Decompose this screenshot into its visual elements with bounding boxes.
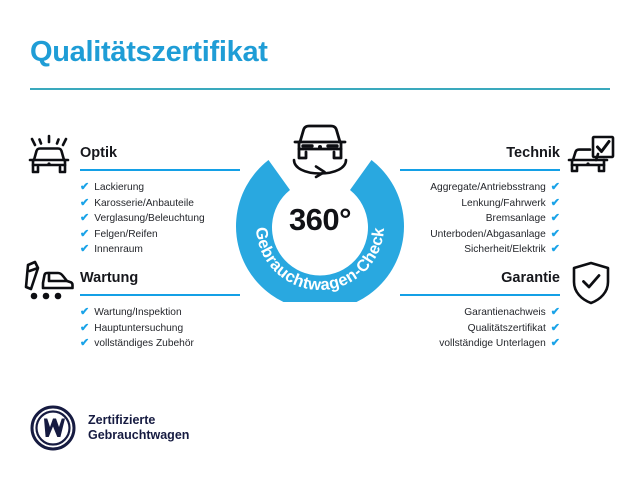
car-checkbox-icon — [566, 134, 616, 183]
list-item: Bremsanlage ✔ — [400, 211, 560, 227]
check-icon: ✔ — [80, 196, 90, 209]
section-technik: Technik Aggregate/Antriebsstrang ✔ Lenkun… — [400, 143, 560, 258]
section-wartung-list: ✔ Wartung/Inspektion ✔ Hauptuntersuchung ✔… — [80, 305, 240, 352]
check-icon: ✔ — [550, 321, 560, 334]
list-item: ✔ Felgen/Reifen — [80, 227, 240, 243]
section-optik: Optik ✔ Lackierung ✔ Karosserie/Anbauteile… — [80, 143, 240, 258]
list-item-label: vollständige Unterlagen — [439, 338, 546, 349]
shield-check-icon — [570, 260, 612, 311]
list-item-label: Garantienachweis — [464, 307, 546, 318]
list-item-label: Bremsanlage — [485, 213, 546, 224]
list-item-label: Karosserie/Anbauteile — [94, 197, 194, 209]
check-icon: ✔ — [550, 243, 560, 255]
section-technik-title: Technik — [506, 145, 560, 161]
section-optik-header: Optik — [80, 143, 240, 173]
list-item: ✔ Innenraum — [80, 242, 240, 258]
check-icon: ✔ — [550, 337, 560, 349]
check-icon: ✔ — [80, 227, 90, 240]
list-item: Qualitätszertifikat ✔ — [400, 321, 560, 337]
list-item: vollständige Unterlagen ✔ — [400, 336, 560, 352]
check-icon: ✔ — [80, 181, 90, 193]
list-item: ✔ Wartung/Inspektion — [80, 305, 240, 321]
list-item-label: Qualitätszertifikat — [467, 322, 546, 334]
section-wartung-title: Wartung — [80, 270, 139, 286]
section-technik-underline — [400, 169, 560, 171]
check-icon: ✔ — [80, 212, 90, 224]
check-icon: ✔ — [80, 243, 90, 255]
list-item: ✔ Verglasung/Beleuchtung — [80, 211, 240, 227]
check-icon: ✔ — [550, 227, 560, 240]
title-divider — [30, 88, 610, 90]
vw-brand-block: Zertifizierte Gebrauchtwagen — [30, 405, 189, 451]
list-item: Aggregate/Antriebsstrang ✔ — [400, 180, 560, 196]
list-item: ✔ vollständiges Zubehör — [80, 336, 240, 352]
list-item-label: Unterboden/Abgasanlage — [430, 228, 546, 240]
section-wartung-underline — [80, 294, 240, 296]
list-item: Sicherheit/Elektrik ✔ — [400, 242, 560, 258]
list-item: Garantienachweis ✔ — [400, 305, 560, 321]
section-optik-title: Optik — [80, 145, 118, 161]
vw-brand-line1: Zertifizierte — [88, 412, 156, 427]
car-rotate-icon — [272, 116, 368, 193]
check-icon: ✔ — [550, 212, 560, 224]
list-item: Lenkung/Fahrwerk ✔ — [400, 196, 560, 212]
vw-logo — [30, 405, 76, 451]
list-item-label: Aggregate/Antriebsstrang — [430, 182, 546, 193]
car-shine-icon — [24, 134, 74, 183]
list-item-label: Hauptuntersuchung — [94, 322, 184, 334]
list-item: Unterboden/Abgasanlage ✔ — [400, 227, 560, 243]
section-wartung: Wartung ✔ Wartung/Inspektion ✔ Hauptunters… — [80, 268, 240, 352]
car-lift-wrench-icon — [22, 259, 76, 310]
badge-ring: Gebrauchtwagen-Check — [236, 160, 404, 302]
check-icon: ✔ — [80, 306, 90, 318]
section-garantie-underline — [400, 294, 560, 296]
list-item-label: Sicherheit/Elektrik — [464, 244, 546, 255]
check-icon: ✔ — [550, 181, 560, 193]
list-item-label: Wartung/Inspektion — [94, 307, 182, 318]
vw-brand-text: Zertifizierte Gebrauchtwagen — [88, 413, 189, 444]
list-item-label: Lenkung/Fahrwerk — [461, 197, 546, 209]
check-icon: ✔ — [550, 306, 560, 318]
list-item-label: vollständiges Zubehör — [94, 338, 194, 349]
check-icon: ✔ — [80, 337, 90, 349]
list-item: ✔ Hauptuntersuchung — [80, 321, 240, 337]
section-garantie: Garantie Garantienachweis ✔ Qualitätszert… — [400, 268, 560, 352]
section-technik-header: Technik — [400, 143, 560, 173]
section-garantie-title: Garantie — [501, 270, 560, 286]
section-optik-list: ✔ Lackierung ✔ Karosserie/Anbauteile ✔ Verg… — [80, 180, 240, 258]
list-item-label: Verglasung/Beleuchtung — [94, 213, 205, 224]
list-item-label: Lackierung — [94, 182, 145, 193]
list-item: ✔ Lackierung — [80, 180, 240, 196]
page-title: Qualitätszertifikat — [30, 36, 268, 68]
section-technik-list: Aggregate/Antriebsstrang ✔ Lenkung/Fahrwe… — [400, 180, 560, 258]
list-item-label: Innenraum — [94, 244, 143, 255]
check-icon: ✔ — [550, 196, 560, 209]
section-optik-underline — [80, 169, 240, 171]
section-garantie-header: Garantie — [400, 268, 560, 298]
section-garantie-list: Garantienachweis ✔ Qualitätszertifikat ✔ v… — [400, 305, 560, 352]
badge-360: Gebrauchtwagen-Check 360° — [232, 124, 408, 302]
vw-brand-line2: Gebrauchtwagen — [88, 428, 190, 442]
check-icon: ✔ — [80, 321, 90, 334]
list-item-label: Felgen/Reifen — [94, 228, 158, 240]
list-item: ✔ Karosserie/Anbauteile — [80, 196, 240, 212]
badge-degrees: 360° — [288, 202, 352, 237]
section-wartung-header: Wartung — [80, 268, 240, 298]
